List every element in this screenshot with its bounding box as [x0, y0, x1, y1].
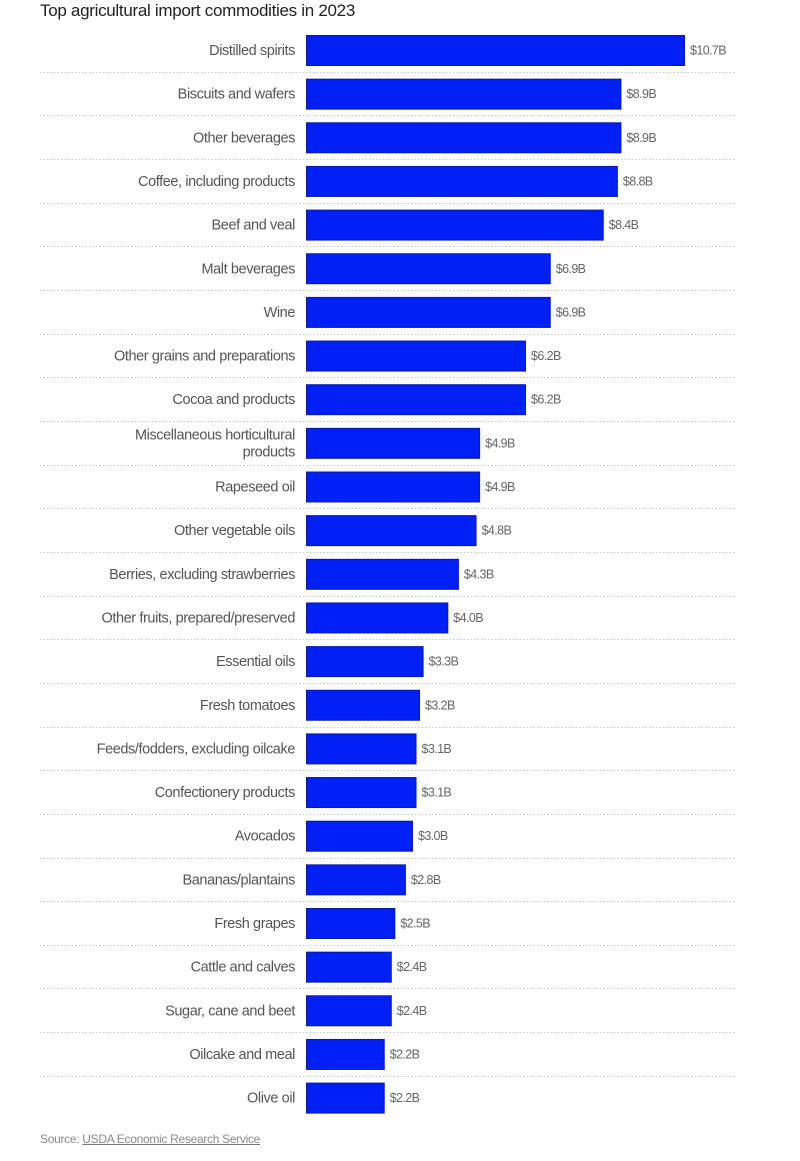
bar: [306, 820, 413, 852]
bar: [306, 646, 424, 678]
bar: [306, 558, 459, 590]
bar: [306, 209, 604, 241]
value-label: $2.4B: [397, 960, 427, 974]
value-label: $8.4B: [609, 218, 639, 232]
category-label: Other grains and preparations: [114, 349, 295, 365]
bar: [306, 951, 392, 983]
bar: [306, 733, 417, 765]
bar: [306, 78, 622, 110]
value-label: $3.1B: [422, 786, 452, 800]
value-label: $4.0B: [453, 611, 483, 625]
category-label: Avocados: [235, 829, 295, 845]
bar: [306, 122, 622, 154]
source-link[interactable]: USDA Economic Research Service: [82, 1132, 261, 1146]
bar: [306, 1082, 385, 1114]
bar: [306, 864, 406, 896]
category-label: Fresh tomatoes: [200, 698, 295, 714]
category-labels: Distilled spirits Biscuits and wafers Othe…: [97, 43, 296, 1107]
value-label: $6.2B: [531, 393, 561, 407]
value-label: $6.2B: [531, 349, 561, 363]
bar: [306, 384, 527, 416]
value-label: $2.5B: [400, 917, 430, 931]
bar: [306, 1038, 385, 1070]
value-label: $4.3B: [464, 567, 494, 581]
category-label: Wine: [264, 305, 296, 321]
bar: [306, 602, 449, 634]
value-label: $4.8B: [482, 524, 512, 538]
category-label: Cocoa and products: [172, 392, 295, 408]
value-label: $4.9B: [485, 436, 515, 450]
category-label: Other vegetable oils: [174, 523, 295, 539]
bar: [306, 253, 551, 285]
category-label: Cattle and calves: [191, 960, 296, 976]
value-label: $3.0B: [418, 829, 448, 843]
value-label: $3.2B: [425, 698, 455, 712]
category-label: Rapeseed oil: [215, 480, 295, 496]
bar: [306, 340, 527, 372]
value-label: $2.2B: [390, 1047, 420, 1061]
bar: [306, 296, 551, 328]
category-label: Distilled spirits: [209, 43, 295, 59]
category-label: Other fruits, prepared/preserved: [101, 610, 295, 626]
category-label: Bananas/plantains: [182, 872, 295, 888]
value-label: $8.9B: [626, 87, 656, 101]
value-label: $2.2B: [390, 1091, 420, 1105]
category-label: Feeds/fodders, excluding oilcake: [97, 741, 296, 757]
category-label: Confectionery products: [155, 785, 295, 801]
value-label: $4.9B: [485, 480, 515, 494]
value-label: $2.8B: [411, 873, 441, 887]
row-separators: [40, 72, 735, 1077]
category-label: Essential oils: [216, 654, 295, 670]
bar: [306, 35, 685, 66]
category-label: Other beverages: [193, 130, 295, 146]
category-label: Malt beverages: [201, 261, 295, 277]
bar: [306, 427, 481, 459]
bar: [306, 471, 481, 503]
chart-title: Top agricultural import commodities in 2…: [40, 1, 355, 20]
category-label: Sugar, cane and beet: [165, 1003, 295, 1019]
value-label: $6.9B: [556, 305, 586, 319]
value-label: $2.4B: [397, 1004, 427, 1018]
bar: [306, 908, 396, 939]
bars: [306, 35, 685, 1114]
category-label: products: [243, 444, 296, 460]
category-label: Miscellaneous horticultural: [135, 427, 295, 443]
bar: [306, 515, 477, 547]
source-note: Source: USDA Economic Research Service: [40, 1132, 260, 1146]
category-label: Fresh grapes: [214, 916, 295, 932]
category-label: Beef and veal: [212, 218, 296, 234]
bar: [306, 995, 392, 1027]
category-label: Biscuits and wafers: [178, 87, 295, 103]
category-label: Coffee, including products: [138, 174, 295, 190]
value-label: $3.3B: [429, 655, 459, 669]
bar: [306, 165, 618, 197]
category-label: Oilcake and meal: [189, 1047, 295, 1063]
value-label: $3.1B: [422, 742, 452, 756]
value-label: $8.8B: [623, 174, 653, 188]
category-label: Berries, excluding strawberries: [109, 567, 295, 583]
bar: [306, 777, 417, 809]
value-labels: $10.7B $8.9B $8.9B $8.8B $8.4B $6.9B $6.9B $6.2…: [390, 44, 727, 1106]
category-label: Olive oil: [247, 1091, 295, 1107]
source-prefix: Source:: [40, 1132, 83, 1146]
value-label: $6.9B: [556, 262, 586, 276]
bar: [306, 689, 421, 721]
value-label: $10.7B: [690, 44, 726, 58]
value-label: $8.9B: [626, 131, 656, 145]
